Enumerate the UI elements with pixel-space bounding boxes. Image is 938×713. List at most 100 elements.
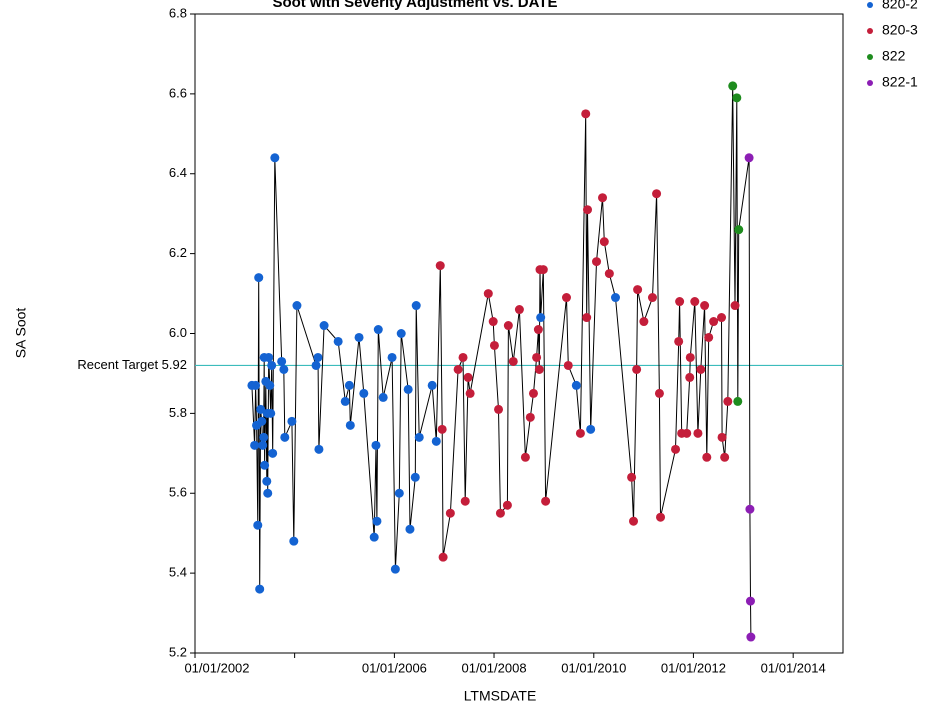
data-point (488, 317, 498, 327)
legend-marker (867, 2, 873, 8)
data-point (411, 301, 421, 311)
data-point (260, 460, 270, 470)
data-point (538, 265, 548, 275)
data-point (445, 508, 455, 518)
data-point (532, 352, 542, 362)
data-point (256, 404, 266, 414)
data-point (414, 432, 424, 442)
data-point (586, 424, 596, 434)
data-point (319, 321, 329, 331)
data-point (720, 452, 730, 462)
data-point (359, 388, 369, 398)
y-tick-label: 5.8 (169, 405, 187, 420)
data-point (674, 336, 684, 346)
data-point (458, 352, 468, 362)
data-point (599, 237, 609, 247)
y-tick-label: 6.8 (169, 5, 187, 20)
legend-marker (867, 80, 873, 86)
data-point (354, 332, 364, 342)
data-point (396, 329, 406, 338)
data-point (682, 428, 692, 438)
data-point (279, 364, 289, 374)
data-point (744, 153, 754, 163)
legend-marker (867, 54, 873, 60)
data-point (460, 496, 470, 506)
reference-label: Recent Target 5.92 (77, 357, 187, 372)
data-point (582, 313, 592, 323)
data-point (372, 516, 382, 526)
data-point (465, 388, 475, 398)
data-point (675, 297, 685, 307)
data-point (633, 285, 643, 295)
y-tick-label: 6.0 (169, 325, 187, 340)
y-tick-label: 5.2 (169, 644, 187, 659)
y-tick-label: 5.6 (169, 485, 187, 500)
data-point (394, 488, 404, 498)
y-tick-label: 5.4 (169, 565, 187, 580)
data-point (730, 301, 740, 311)
data-point (732, 93, 742, 103)
data-point (525, 412, 535, 422)
legend-label: 822 (882, 48, 906, 64)
data-point (262, 476, 272, 486)
data-point (647, 293, 657, 303)
data-point (592, 257, 602, 267)
data-point (280, 432, 290, 442)
data-point (745, 596, 755, 606)
data-point (289, 536, 299, 546)
data-point (746, 632, 756, 642)
y-axis-label: SA Soot (13, 308, 29, 359)
data-point (344, 380, 354, 390)
data-point (575, 428, 585, 438)
data-point (292, 301, 302, 311)
data-point (489, 340, 499, 350)
legend-label: 820-2 (882, 0, 918, 12)
data-point (463, 372, 473, 382)
data-point (654, 388, 664, 398)
plot-frame (194, 13, 844, 654)
y-tick-label: 6.2 (169, 245, 187, 260)
data-point (502, 500, 512, 510)
data-point (405, 524, 415, 534)
data-point (373, 325, 383, 335)
data-point (745, 504, 755, 514)
data-point (503, 321, 513, 331)
data-point (333, 336, 343, 346)
chart-title: Soot with Severity Adjustment vs. DATE (272, 0, 557, 11)
data-point (427, 380, 437, 390)
connecting-line (251, 85, 752, 638)
data-point (340, 396, 350, 406)
data-point (656, 512, 666, 522)
x-tick-label: 01/01/2014 (761, 660, 826, 675)
data-point (483, 289, 493, 299)
data-point (733, 396, 743, 406)
data-point (371, 440, 381, 450)
x-tick-label: 01/01/2012 (661, 660, 726, 675)
data-point (685, 372, 695, 382)
data-point (627, 472, 637, 482)
data-point (267, 360, 277, 370)
data-point (253, 520, 263, 530)
data-point (536, 313, 546, 323)
data-point (313, 352, 323, 362)
data-point (508, 356, 518, 366)
data-point (263, 488, 273, 498)
x-tick-label: 01/01/2010 (561, 660, 626, 675)
data-point (251, 380, 261, 390)
data-point (704, 332, 714, 342)
data-point (723, 396, 733, 406)
data-point (265, 380, 275, 390)
data-point (610, 293, 620, 303)
data-point (369, 532, 379, 542)
y-tick-label: 6.6 (169, 85, 187, 100)
legend-label: 820-3 (882, 22, 918, 38)
data-point (696, 364, 706, 374)
data-point (257, 416, 267, 426)
data-point (717, 432, 727, 442)
data-point (270, 153, 280, 163)
data-point (629, 516, 639, 526)
data-point (604, 269, 614, 279)
data-point (581, 109, 591, 119)
data-point (250, 440, 260, 450)
